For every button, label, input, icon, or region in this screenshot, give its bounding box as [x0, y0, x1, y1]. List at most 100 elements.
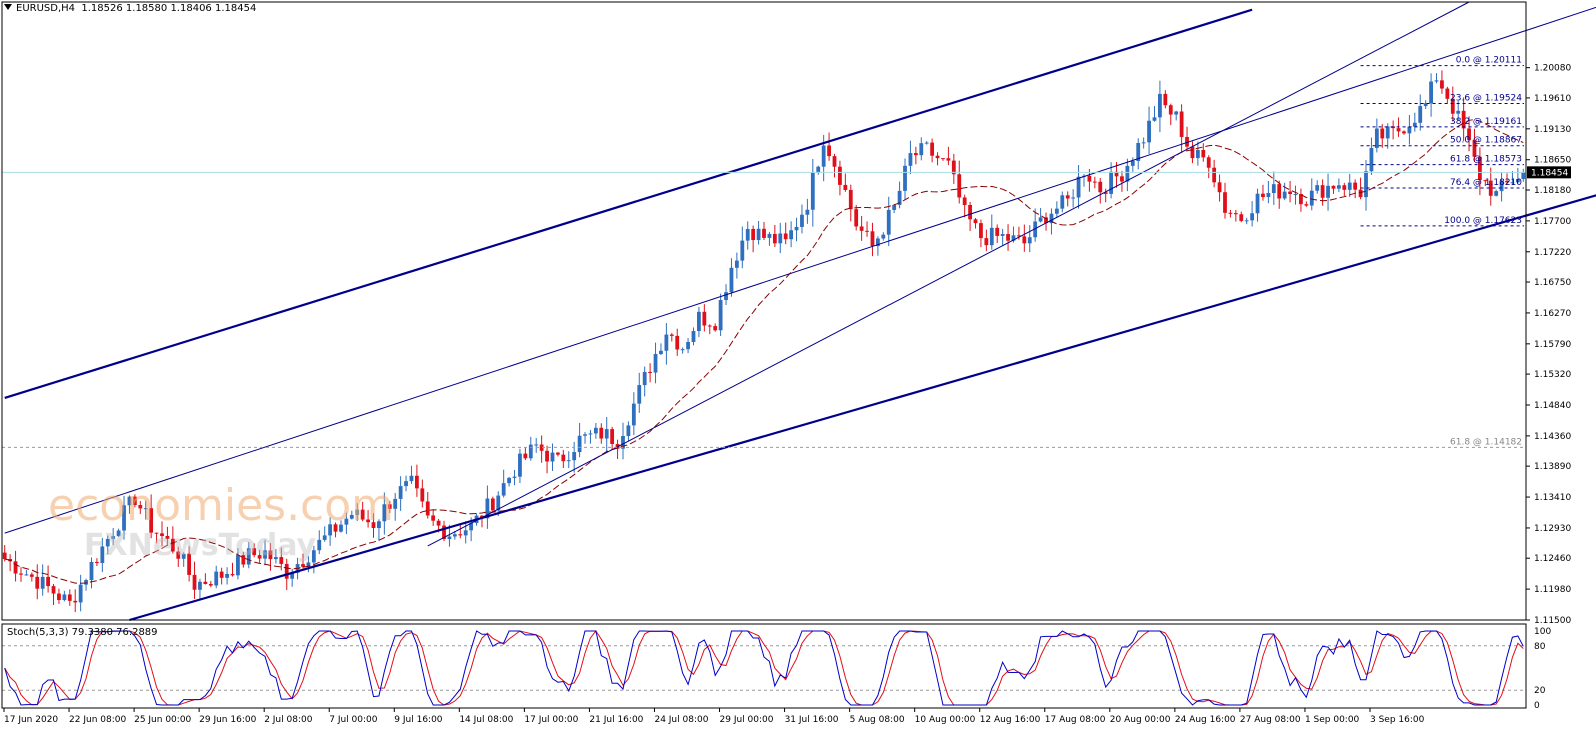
candle-bear — [442, 525, 446, 540]
candle-bear — [154, 532, 159, 534]
candle-bear — [556, 452, 560, 455]
candle-bull — [1076, 176, 1081, 198]
candle-bull — [1309, 190, 1314, 206]
candle-bear — [935, 155, 940, 159]
candle-bear — [523, 453, 528, 459]
x-tick-label: 24 Aug 16:00 — [1175, 715, 1236, 725]
stoch-axis-label: 20 — [1534, 686, 1546, 696]
candle-bear — [832, 156, 837, 167]
candle-bear — [561, 454, 566, 462]
candle-bear — [1342, 185, 1347, 190]
candle-bear — [490, 498, 495, 511]
candle-bull — [680, 349, 685, 351]
candle-bear — [995, 227, 1000, 236]
candle-bear — [1467, 128, 1471, 141]
candle-bear — [648, 371, 653, 373]
candle-bear — [1201, 149, 1206, 158]
candle-bull — [550, 452, 555, 462]
candle-bear — [176, 551, 181, 559]
candle-bear — [1461, 110, 1466, 129]
candle-bull — [637, 385, 642, 404]
y-tick-label: 1.19610 — [1534, 94, 1571, 104]
stoch-axis-label: 0 — [1534, 701, 1540, 711]
candle-bull — [1158, 93, 1162, 118]
ohlc-label: 1.18526 1.18580 1.18406 1.18454 — [81, 3, 257, 14]
candle-bull — [897, 190, 902, 205]
candle-bull — [1244, 220, 1249, 222]
candle-bull — [903, 165, 907, 191]
candle-bear — [284, 563, 289, 579]
candle-bull — [311, 550, 316, 563]
candle-bull — [1027, 237, 1032, 244]
candle-bear — [138, 505, 143, 509]
x-tick-label: 21 Jul 16:00 — [589, 715, 643, 725]
x-tick-label: 17 Aug 08:00 — [1045, 715, 1106, 725]
candle-bear — [1185, 136, 1189, 147]
y-tick-label: 1.14360 — [1534, 432, 1571, 442]
candle-bear — [1233, 213, 1238, 215]
candle-bull — [778, 233, 783, 244]
dropdown-triangle-icon[interactable] — [4, 4, 12, 10]
candle-bull — [566, 460, 571, 462]
candle-bull — [62, 594, 67, 601]
candle-bull — [122, 505, 126, 531]
candle-bear — [1478, 156, 1482, 181]
fib-level-label: 23.6 @ 1.19524 — [1450, 93, 1522, 103]
candle-bull — [691, 331, 696, 342]
fib-level-label: 0.0 @ 1.20111 — [1456, 56, 1522, 66]
candle-bull — [263, 550, 267, 559]
candle-bear — [1103, 192, 1108, 194]
candle-bull — [355, 509, 360, 515]
candle-bear — [762, 228, 766, 238]
candle-bull — [1054, 208, 1059, 214]
x-tick-label: 17 Jun 2020 — [4, 715, 58, 725]
candle-bear — [1228, 212, 1233, 214]
candle-bull — [339, 524, 343, 532]
candle-bull — [534, 444, 539, 446]
x-tick-label: 10 Aug 00:00 — [915, 715, 976, 725]
candle-bull — [452, 534, 457, 537]
candle-bull — [740, 240, 745, 261]
candle-bull — [1266, 193, 1271, 198]
candle-bear — [1239, 214, 1244, 221]
x-tick-label: 17 Jul 00:00 — [524, 715, 578, 725]
x-tick-label: 9 Jul 16:00 — [394, 715, 443, 725]
candle-bear — [599, 427, 604, 439]
symbol-label: EURUSD,H4 — [16, 3, 76, 14]
candle-bull — [1038, 217, 1043, 222]
candle-bear — [865, 230, 869, 232]
candle-bear — [1380, 128, 1385, 139]
candle-bear — [702, 311, 707, 326]
x-tick-label: 12 Aug 16:00 — [980, 715, 1041, 725]
candle-bull — [328, 524, 333, 536]
candle-bear — [1288, 191, 1292, 195]
candle-bull — [404, 481, 408, 487]
candle-bear — [1098, 181, 1103, 193]
candle-bull — [78, 584, 83, 603]
candle-bull — [1510, 182, 1515, 184]
candle-bear — [95, 561, 99, 564]
trendline — [4, 6, 1596, 534]
y-tick-label: 1.14840 — [1534, 401, 1571, 411]
candle-bear — [2, 552, 7, 560]
candle-bear — [29, 574, 34, 577]
candle-bull — [1521, 172, 1526, 179]
candle-bear — [1277, 184, 1282, 199]
y-tick-label: 1.13410 — [1534, 493, 1571, 503]
candle-bull — [1347, 182, 1352, 190]
y-tick-label: 1.20080 — [1534, 64, 1571, 74]
candle-bull — [89, 561, 94, 581]
x-tick-label: 31 Jul 16:00 — [785, 715, 839, 725]
candle-bull — [1515, 178, 1520, 183]
candle-bear — [979, 223, 983, 239]
candle-bull — [583, 434, 587, 436]
candle-bear — [35, 576, 40, 589]
candle-bull — [40, 576, 45, 589]
candle-bull — [642, 371, 647, 386]
candle-bear — [946, 158, 951, 161]
candle-bull — [1326, 185, 1330, 198]
trendline — [129, 194, 1596, 622]
candle-bull — [1033, 221, 1038, 238]
candle-bear — [1396, 128, 1401, 132]
